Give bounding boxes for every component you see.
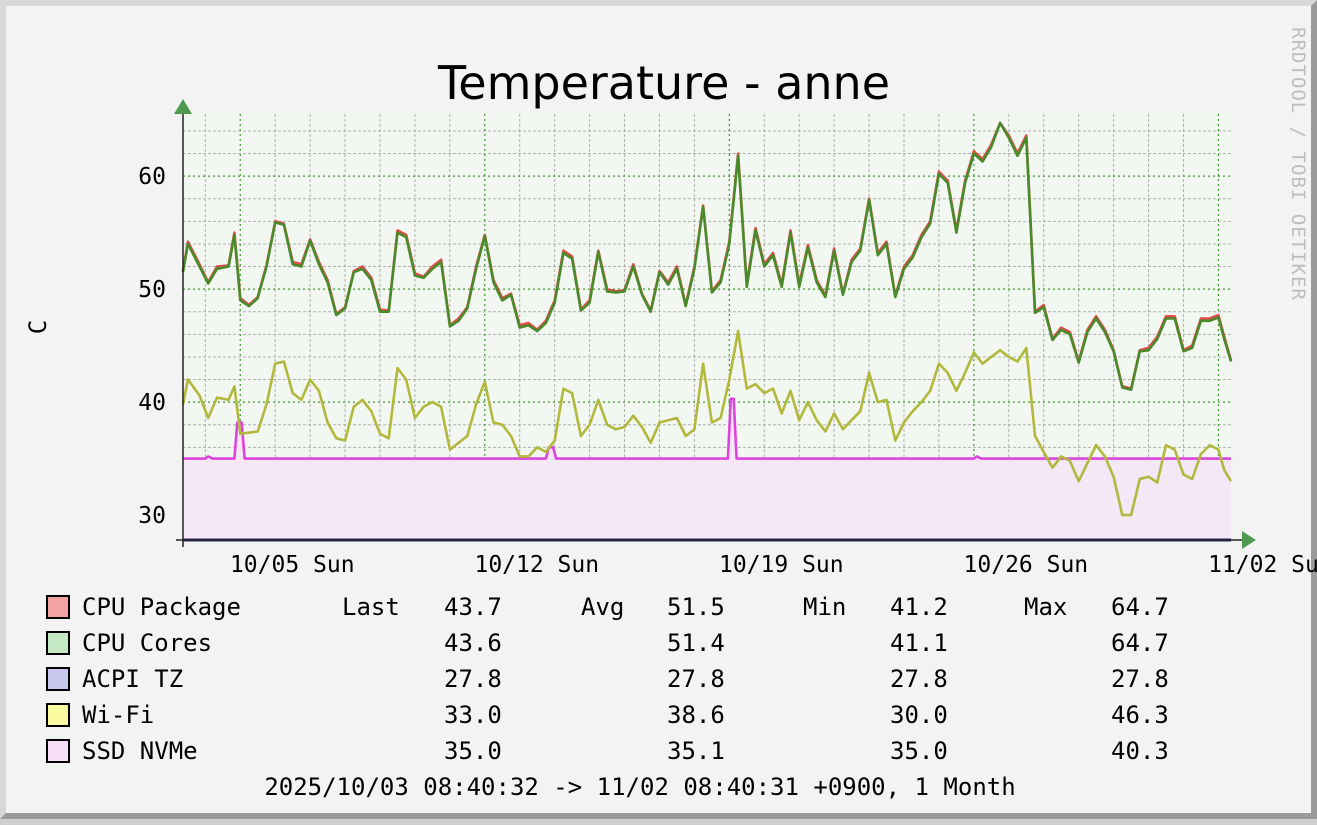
legend-value-max: 40.3 bbox=[1111, 737, 1169, 765]
series-line-wi-fi bbox=[181, 329, 1233, 517]
legend-swatch bbox=[46, 667, 70, 691]
legend-value-last: 43.6 bbox=[444, 629, 502, 657]
time-range-footer: 2025/10/03 08:40:32 -> 11/02 08:40:31 +0… bbox=[264, 773, 1015, 801]
legend-value-last: 33.0 bbox=[444, 701, 502, 729]
legend-swatch bbox=[46, 703, 70, 727]
legend-value-avg: 27.8 bbox=[667, 665, 725, 693]
legend-value-min: 35.0 bbox=[890, 737, 948, 765]
rrdtool-watermark: RRDTOOL / TOBI OETIKER bbox=[1287, 27, 1309, 301]
legend-value-max: 27.8 bbox=[1111, 665, 1169, 693]
y-axis-arrow bbox=[174, 99, 192, 114]
y-tick-label: 50 bbox=[138, 277, 166, 303]
legend-value-min: 27.8 bbox=[890, 665, 948, 693]
legend-value-avg: 38.6 bbox=[667, 701, 725, 729]
legend-value-avg: 51.4 bbox=[667, 629, 725, 657]
legend-value-last: 43.7 bbox=[444, 593, 502, 621]
legend-value-avg: 51.5 bbox=[667, 593, 725, 621]
legend-header-min: Min bbox=[803, 593, 846, 621]
legend-header-max: Max bbox=[1024, 593, 1067, 621]
x-tick-label: 10/05 Sun bbox=[230, 552, 355, 578]
y-tick-label: 60 bbox=[138, 164, 166, 190]
legend-value-max: 46.3 bbox=[1111, 701, 1169, 729]
series-area-ssd-nvme bbox=[183, 398, 1231, 540]
y-tick-label: 30 bbox=[138, 503, 166, 529]
legend-swatch bbox=[46, 739, 70, 763]
legend-value-last: 35.0 bbox=[444, 737, 502, 765]
x-tick-label: 10/19 Sun bbox=[719, 552, 844, 578]
x-tick-label: 10/26 Sun bbox=[964, 552, 1089, 578]
legend: CPU Package Last Avg Min Max 43.7 51.5 41.2 64.7… bbox=[46, 593, 1169, 765]
chart-title: Temperature - anne bbox=[437, 56, 890, 110]
legend-label: SSD NVMe bbox=[82, 737, 198, 765]
legend-label: CPU Cores bbox=[82, 629, 212, 657]
legend-swatch bbox=[46, 631, 70, 655]
legend-value-last: 27.8 bbox=[444, 665, 502, 693]
legend-value-min: 30.0 bbox=[890, 701, 948, 729]
legend-header-avg: Avg bbox=[581, 593, 624, 621]
x-tick-label: 11/02 Sun bbox=[1208, 552, 1317, 578]
legend-label: CPU Package bbox=[82, 593, 241, 621]
temperature-chart: Temperature - anne C RRDTOOL / TOBI OETI… bbox=[24, 27, 1317, 801]
legend-value-avg: 35.1 bbox=[667, 737, 725, 765]
x-axis-arrow bbox=[1242, 531, 1256, 549]
legend-value-max: 64.7 bbox=[1111, 593, 1169, 621]
legend-swatch bbox=[46, 595, 70, 619]
x-tick-label: 10/12 Sun bbox=[474, 552, 599, 578]
legend-label: Wi-Fi bbox=[82, 701, 154, 729]
y-tick-label: 40 bbox=[138, 390, 166, 416]
series-line-cpu-cores bbox=[181, 121, 1233, 391]
legend-value-min: 41.2 bbox=[890, 593, 948, 621]
tick-labels: 30 40 50 60 10/05 Sun 10/12 Sun 10/19 Sun 10/26… bbox=[138, 164, 1317, 578]
axes bbox=[174, 99, 1256, 549]
legend-label: ACPI TZ bbox=[82, 665, 183, 693]
legend-value-max: 64.7 bbox=[1111, 629, 1169, 657]
y-axis-label: C bbox=[24, 320, 52, 334]
legend-value-min: 41.1 bbox=[890, 629, 948, 657]
legend-header-last: Last bbox=[342, 593, 400, 621]
